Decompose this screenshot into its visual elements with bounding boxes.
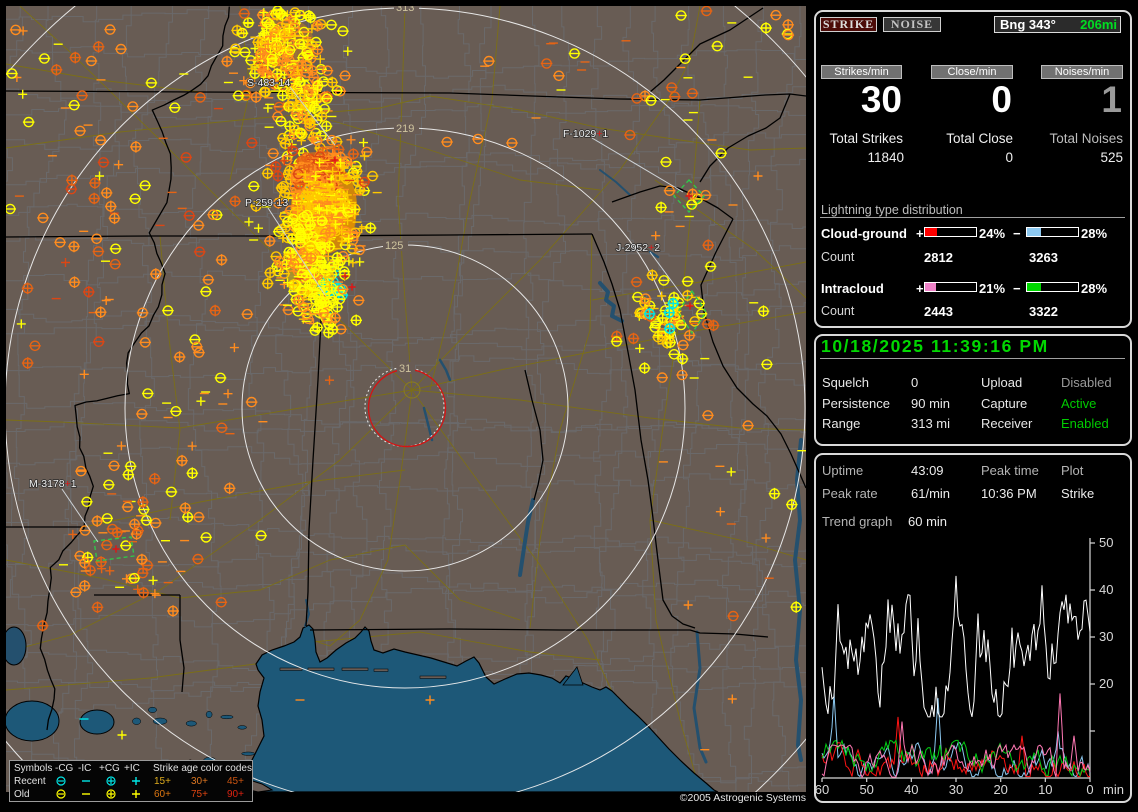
svg-text:0: 0 — [1086, 782, 1093, 797]
svg-text:20: 20 — [1099, 676, 1113, 691]
svg-text:10: 10 — [1038, 782, 1052, 797]
svg-text:60: 60 — [815, 782, 829, 797]
svg-text:50: 50 — [859, 782, 873, 797]
svg-text:40: 40 — [1099, 582, 1113, 597]
svg-text:J-2952+2: J-2952+2 — [616, 242, 660, 254]
svg-text:20: 20 — [993, 782, 1007, 797]
svg-text:30: 30 — [949, 782, 963, 797]
svg-text:40: 40 — [904, 782, 918, 797]
svg-text:P-259-13: P-259-13 — [245, 197, 288, 209]
svg-text:F-1029+1: F-1029+1 — [563, 128, 608, 140]
svg-text:50: 50 — [1099, 535, 1113, 550]
svg-text:min: min — [1103, 782, 1124, 797]
svg-text:31: 31 — [399, 363, 411, 375]
svg-text:219: 219 — [396, 123, 414, 135]
svg-text:313: 313 — [396, 6, 414, 14]
svg-text:S-483-14: S-483-14 — [247, 77, 290, 89]
svg-text:30: 30 — [1099, 629, 1113, 644]
svg-text:M-3178+1: M-3178+1 — [29, 478, 77, 490]
svg-text:125: 125 — [385, 240, 403, 252]
